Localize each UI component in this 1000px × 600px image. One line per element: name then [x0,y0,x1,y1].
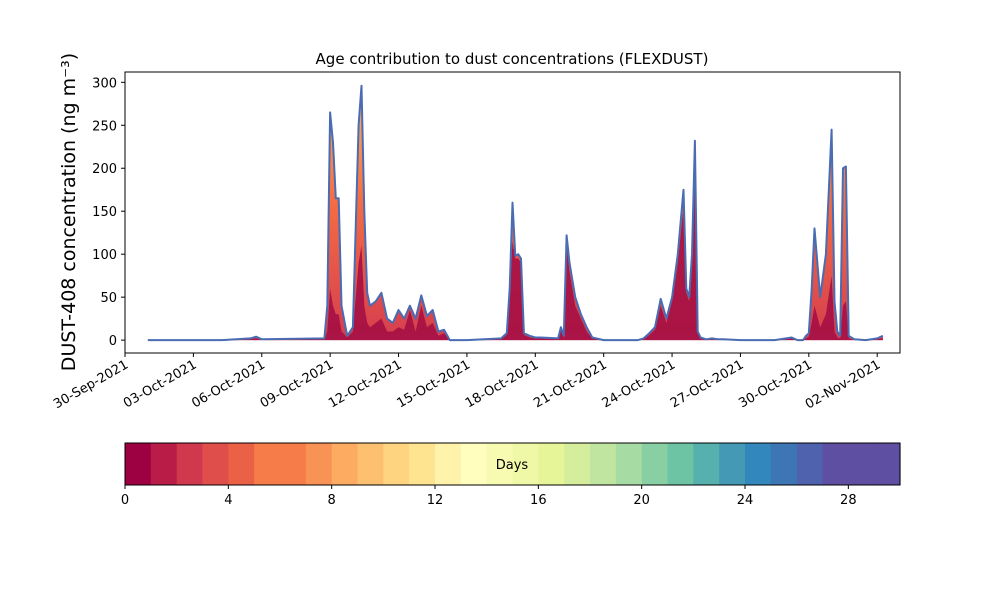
x-tick-label: 12-Oct-2021 [326,357,404,411]
colorbar-swatch [719,443,746,485]
colorbar-swatch [874,443,901,485]
colorbar-swatch [564,443,591,485]
colorbar-tick-label: 28 [840,493,857,508]
y-tick-label: 100 [92,248,117,263]
x-tick-label: 27-Oct-2021 [668,357,746,411]
y-axis-label: DUST-408 concentration (ng m⁻³) [58,53,80,371]
y-tick-label: 50 [100,291,117,306]
colorbar-swatch [512,443,539,485]
colorbar-tick-label: 24 [737,493,754,508]
colorbar-frame [124,442,901,486]
colorbar-tick-label: 16 [530,493,547,508]
colorbar-swatch [460,443,488,485]
colorbar-tick-label: 20 [633,493,650,508]
colorbar-swatch [435,443,462,485]
colorbar-swatch [150,443,178,485]
x-tick-label: 06-Oct-2021 [189,357,267,411]
colorbar-swatch [745,443,772,485]
colorbar-swatch [280,443,307,485]
colorbar-swatch [641,443,669,485]
colorbar-swatch [538,443,565,485]
x-tick-label: 15-Oct-2021 [395,357,473,411]
colorbar-swatch [305,443,333,485]
colorbar-swatch [254,443,281,485]
y-axis: 0 50 100 150 200 250 300 [92,76,125,349]
x-tick-label: 24-Oct-2021 [600,357,678,411]
x-tick-label: 18-Oct-2021 [463,357,541,411]
x-axis: 30-Sep-202103-Oct-202106-Oct-202109-Oct-… [51,353,883,412]
colorbar-swatch [409,443,436,485]
colorbar-swatch [357,443,384,485]
colorbar [125,443,901,485]
colorbar-swatch [202,443,229,485]
y-tick-label: 150 [92,205,117,220]
colorbar-swatch [667,443,694,485]
colorbar-swatch [383,443,410,485]
x-tick-label: 09-Oct-2021 [258,357,336,411]
colorbar-swatch [848,443,875,485]
colorbar-swatch [615,443,643,485]
colorbar-tick-label: 4 [224,493,232,508]
colorbar-tick-label: 0 [121,493,129,508]
colorbar-tick-label: 12 [427,493,444,508]
colorbar-label: Days [496,458,529,473]
colorbar-swatch [331,443,359,485]
colorbar-swatch [590,443,617,485]
colorbar-swatch [176,443,204,485]
x-tick-label: 02-Nov-2021 [803,357,883,412]
colorbar-swatch [770,443,798,485]
y-tick-label: 300 [92,76,117,91]
colorbar-swatch [125,443,152,485]
total-concentration-line [147,84,884,342]
y-tick-label: 200 [92,162,117,177]
colorbar-swatch [228,443,255,485]
colorbar-swatch [822,443,849,485]
chart-title: Age contribution to dust concentrations … [316,50,709,68]
age-area-young [147,155,883,341]
x-tick-label: 30-Oct-2021 [736,357,814,411]
colorbar-swatch [693,443,720,485]
x-tick-label: 21-Oct-2021 [531,357,609,411]
plot-frame [124,71,901,354]
colorbar-swatch [796,443,824,485]
y-tick-label: 250 [92,119,117,134]
age-area-aged [147,85,883,341]
colorbar-ticks: 0 4 8 12 16 20 24 28 [121,485,857,508]
y-tick-label: 0 [109,334,117,349]
colorbar-swatch [486,443,514,485]
x-tick-label: 03-Oct-2021 [121,357,199,411]
plot-area [147,84,884,342]
colorbar-tick-label: 8 [328,493,336,508]
